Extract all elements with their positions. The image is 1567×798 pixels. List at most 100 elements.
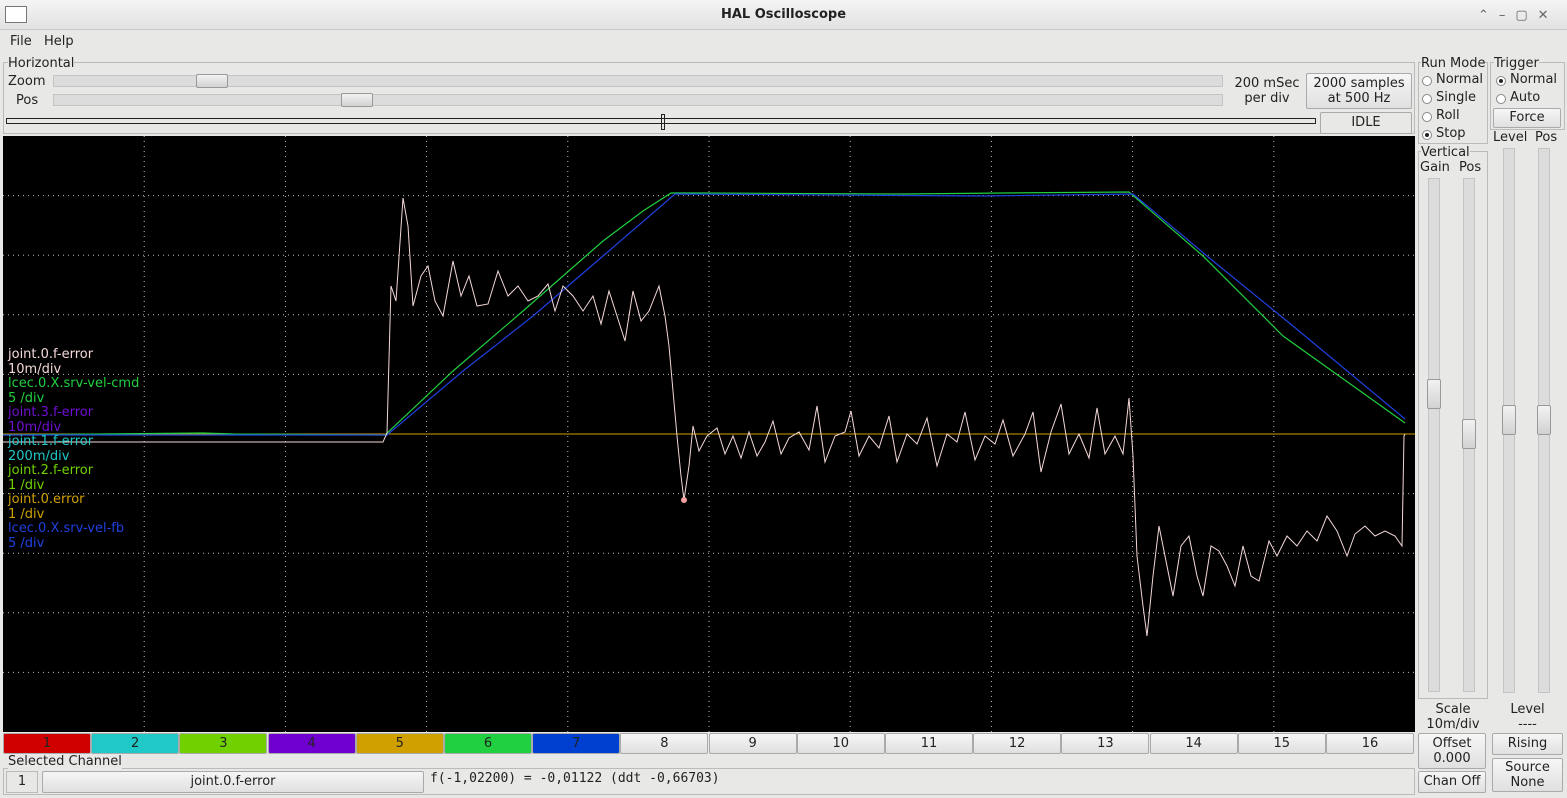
- button-line: None: [1510, 775, 1545, 790]
- channel-scale: 5 /div: [8, 536, 45, 551]
- channel-name: lcec.0.X.srv-vel-cmd: [8, 376, 139, 391]
- scale-value: 10m/div: [1426, 717, 1480, 732]
- channel-button[interactable]: 2: [91, 733, 180, 754]
- grid: [3, 136, 1415, 732]
- channel-name: joint.2.f-error: [7, 463, 94, 478]
- radio-label[interactable]: Normal: [1510, 72, 1558, 87]
- menu-file[interactable]: File: [10, 34, 32, 49]
- chan-off-button[interactable]: Chan Off: [1418, 771, 1486, 793]
- channel-button[interactable]: 9: [708, 733, 797, 754]
- channel-scale: 1 /div: [8, 507, 45, 522]
- rate-line: per div: [1244, 91, 1290, 106]
- status: IDLE: [1320, 112, 1412, 134]
- level-title: Level: [1510, 702, 1545, 717]
- trigger-level: Level ----: [1490, 702, 1565, 732]
- channel-scale: 10m/div: [8, 362, 61, 377]
- button-line: Source: [1505, 760, 1550, 775]
- radio-label[interactable]: Auto: [1510, 90, 1541, 105]
- selected-channel-name[interactable]: joint.0.f-error: [42, 771, 424, 793]
- channel-name: joint.1.f-error: [7, 434, 94, 449]
- rate-line: 200 mSec: [1234, 76, 1300, 91]
- trigger-level-slider[interactable]: [1502, 148, 1516, 693]
- vpos-slider[interactable]: [1462, 178, 1476, 692]
- pos-slider[interactable]: [53, 93, 1223, 107]
- trigger-pos-label: Pos: [1535, 130, 1558, 145]
- button-line: Offset: [1432, 736, 1472, 751]
- window-title: HAL Oscilloscope: [720, 7, 847, 22]
- radio[interactable]: [1496, 94, 1506, 104]
- level-value: ----: [1518, 717, 1537, 732]
- radio[interactable]: [1422, 112, 1432, 122]
- radio[interactable]: [1422, 130, 1432, 140]
- channel-name: joint.0.error: [7, 492, 85, 507]
- vpos-label: Pos: [1459, 160, 1482, 175]
- channel-button[interactable]: 8: [620, 733, 709, 754]
- radio[interactable]: [1496, 76, 1506, 86]
- samples-button[interactable]: 2000 samples at 500 Hz: [1306, 73, 1412, 109]
- trace-f-error: [3, 197, 1406, 637]
- radio[interactable]: [1422, 94, 1432, 104]
- channel-button[interactable]: 6: [444, 733, 532, 754]
- channel-button[interactable]: 10: [796, 733, 885, 754]
- button-line: at 500 Hz: [1327, 91, 1391, 106]
- channel-scale: 200m/div: [8, 449, 70, 464]
- channel-button[interactable]: 3: [179, 733, 268, 754]
- channel-button[interactable]: 5: [355, 733, 444, 754]
- scale-title: Scale: [1435, 702, 1471, 717]
- radio-label[interactable]: Roll: [1436, 108, 1460, 123]
- channel-name: joint.3.f-error: [7, 405, 94, 420]
- title-bar: [0, 0, 1567, 30]
- trigger-pos-slider[interactable]: [1537, 148, 1551, 693]
- channel-button[interactable]: 1: [3, 733, 91, 754]
- force-button[interactable]: Force: [1493, 108, 1561, 128]
- channel-name: lcec.0.X.srv-vel-fb: [8, 521, 124, 536]
- channel-scale: 1 /div: [8, 478, 45, 493]
- radio[interactable]: [1422, 76, 1432, 86]
- channel-button[interactable]: 4: [267, 733, 356, 754]
- source-button[interactable]: Source None: [1492, 758, 1563, 792]
- channel-button[interactable]: 16: [1326, 733, 1414, 754]
- menu-help[interactable]: Help: [44, 34, 74, 49]
- button-line: 0.000: [1433, 751, 1471, 766]
- rate: 200 mSec per div: [1232, 76, 1302, 106]
- radio-label[interactable]: Stop: [1436, 126, 1466, 141]
- channel-scale: 10m/div: [8, 420, 61, 435]
- frame-title: Trigger: [1494, 56, 1539, 71]
- horizontal-frame: [3, 62, 1415, 134]
- edge-button[interactable]: Rising: [1492, 733, 1563, 755]
- button-line: 2000 samples: [1313, 76, 1405, 91]
- scale: Scale 10m/div: [1418, 702, 1488, 732]
- cursor: [681, 497, 687, 503]
- channel-button[interactable]: 15: [1237, 733, 1326, 754]
- frame-title: Vertical: [1421, 145, 1470, 160]
- zoom-slider[interactable]: [53, 74, 1223, 88]
- zoom-label: Zoom: [8, 74, 46, 89]
- offset-button[interactable]: Offset 0.000: [1418, 733, 1486, 769]
- window-controls[interactable]: ⌃–▢✕: [1478, 8, 1559, 23]
- frame-title: Horizontal: [8, 56, 75, 71]
- trace-vel-fb: [3, 193, 1406, 436]
- radio-label[interactable]: Normal: [1436, 72, 1484, 87]
- channel-scale: 5 /div: [8, 391, 45, 406]
- frame-title: Run Mode: [1421, 56, 1486, 71]
- readout: f(-1,02200) = -0,01122 (ddt -0,66703): [430, 771, 720, 786]
- pos-label: Pos: [16, 93, 39, 108]
- radio-label[interactable]: Single: [1436, 90, 1476, 105]
- channel-button[interactable]: 14: [1149, 733, 1238, 754]
- channel-button[interactable]: 7: [532, 733, 621, 754]
- channel-name: joint.0.f-error: [7, 347, 94, 362]
- window-icon[interactable]: [5, 6, 27, 23]
- selected-channel-number: 1: [6, 771, 38, 793]
- trigger-level-label: Level: [1493, 130, 1528, 145]
- gain-slider[interactable]: [1427, 178, 1441, 692]
- record-bar: [6, 114, 1316, 130]
- scope-display: joint.0.f-error10m/divlcec.0.X.srv-vel-c…: [3, 136, 1415, 732]
- channel-legend: joint.0.f-error10m/divlcec.0.X.srv-vel-c…: [7, 347, 139, 551]
- channel-button[interactable]: 11: [885, 733, 973, 754]
- frame-title: Selected Channel: [8, 754, 122, 769]
- channel-button[interactable]: 13: [1061, 733, 1150, 754]
- selected-channel-frame: [3, 768, 1415, 795]
- channel-button[interactable]: 12: [973, 733, 1062, 754]
- gain-label: Gain: [1420, 160, 1450, 175]
